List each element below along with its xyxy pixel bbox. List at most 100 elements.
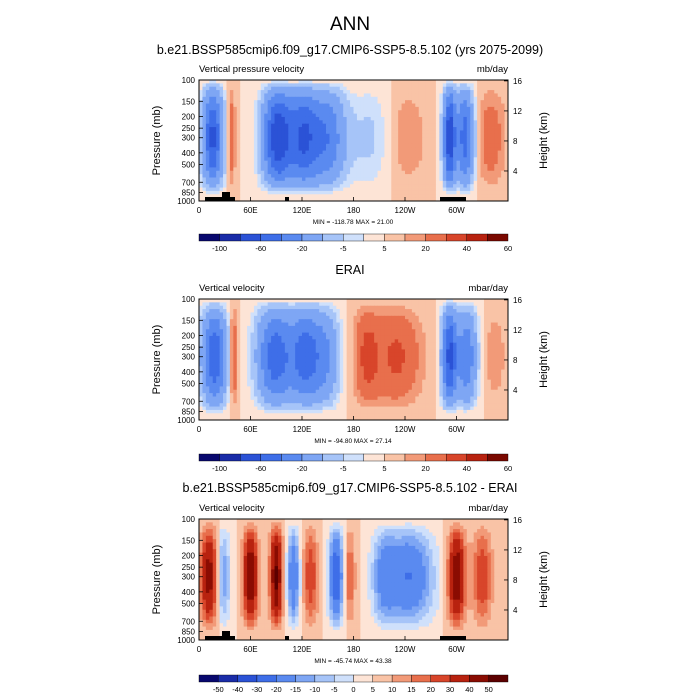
contour-cell: [223, 184, 227, 188]
contour-cell: [411, 96, 416, 101]
contour-cell: [288, 346, 293, 350]
contour-cell: [504, 190, 509, 195]
contour-cell: [470, 167, 475, 172]
contour-cell: [418, 174, 423, 178]
contour-cell: [380, 194, 385, 199]
contour-cell: [470, 342, 475, 347]
contour-cell: [439, 305, 444, 310]
contour-cell: [466, 170, 471, 175]
contour-cell: [322, 103, 327, 108]
contour-cell: [398, 110, 402, 115]
contour-cell: [374, 339, 378, 344]
contour-cell: [277, 153, 282, 158]
contour-cell: [384, 170, 389, 175]
contour-cell: [411, 305, 416, 310]
contour-cell: [435, 305, 440, 310]
contour-cell: [305, 120, 310, 125]
contour-cell: [346, 309, 351, 313]
contour-cell: [356, 110, 361, 115]
contour-cell: [432, 150, 437, 155]
contour-cell: [490, 120, 495, 125]
contour-cell: [343, 147, 348, 151]
contour-cell: [216, 93, 220, 98]
contour-cell: [322, 322, 327, 327]
colorbar: -100 -60 -20 -5 5 20 40 60: [198, 233, 512, 253]
contour-cell: [257, 335, 262, 340]
contour-cell: [253, 312, 258, 317]
contour-cell: [398, 143, 402, 148]
contour-cell: [295, 339, 299, 344]
contour-cell: [380, 157, 385, 162]
contour-cell: [343, 319, 348, 323]
contour-cell: [274, 80, 279, 84]
contour-cell: [501, 143, 505, 148]
contour-cell: [487, 319, 492, 323]
contour-cell: [291, 150, 296, 155]
contour-cell: [363, 346, 368, 350]
contour-cell: [236, 96, 241, 101]
contour-cell: [418, 197, 423, 202]
contour-cell: [250, 349, 255, 354]
contour-cell: [209, 352, 214, 357]
contour-cell: [374, 194, 378, 199]
contour-cell: [326, 302, 330, 307]
contour-cell: [415, 190, 420, 195]
contour-cell: [422, 312, 426, 317]
contour-cell: [336, 312, 341, 317]
contour-cell: [473, 325, 478, 330]
contour-cell: [446, 140, 451, 145]
contour-cell: [302, 160, 306, 165]
contour-cell: [260, 113, 265, 118]
contour-cell: [432, 133, 437, 138]
contour-cell: [504, 123, 509, 128]
contour-cell: [271, 130, 275, 135]
contour-cell: [219, 346, 224, 350]
contour-cell: [329, 113, 334, 118]
contour-cell: [356, 190, 361, 195]
contour-cell: [459, 116, 464, 121]
contour-cell: [332, 319, 337, 323]
contour-cell: [291, 356, 296, 360]
contour-cell: [322, 130, 327, 135]
contour-cell: [271, 143, 275, 148]
contour-cell: [401, 342, 406, 347]
contour-cell: [315, 339, 320, 344]
contour-cell: [391, 332, 396, 337]
contour-cell: [470, 157, 475, 162]
contour-cell: [387, 194, 392, 199]
contour-cell: [291, 106, 296, 111]
contour-cell: [405, 96, 409, 101]
contour-cell: [209, 174, 214, 178]
contour-cell: [343, 352, 348, 357]
contour-cell: [490, 113, 495, 118]
contour-cell: [295, 160, 299, 165]
contour-cell: [267, 194, 272, 199]
contour-cell: [466, 342, 471, 347]
contour-cell: [466, 130, 471, 135]
contour-cell: [449, 93, 454, 98]
contour-cell: [380, 325, 385, 330]
contour-cell: [470, 130, 475, 135]
contour-cell: [473, 349, 478, 354]
contour-cell: [363, 352, 368, 357]
contour-cell: [350, 302, 354, 307]
contour-cell: [425, 190, 430, 195]
contour-cell: [459, 153, 464, 158]
contour-cell: [384, 346, 389, 350]
contour-cell: [497, 103, 502, 108]
contour-cell: [264, 194, 269, 199]
contour-cell: [466, 150, 471, 155]
contour-cell: [253, 167, 258, 172]
contour-cell: [250, 309, 255, 313]
contour-cell: [394, 180, 399, 185]
contour-cell: [326, 174, 330, 178]
contour-cell: [199, 315, 203, 320]
contour-cell: [326, 349, 330, 354]
contour-cell: [456, 157, 461, 162]
contour-cell: [308, 177, 313, 182]
contour-cell: [494, 80, 499, 84]
contour-cell: [274, 167, 279, 172]
contour-cell: [429, 96, 433, 101]
contour-cell: [236, 157, 241, 162]
